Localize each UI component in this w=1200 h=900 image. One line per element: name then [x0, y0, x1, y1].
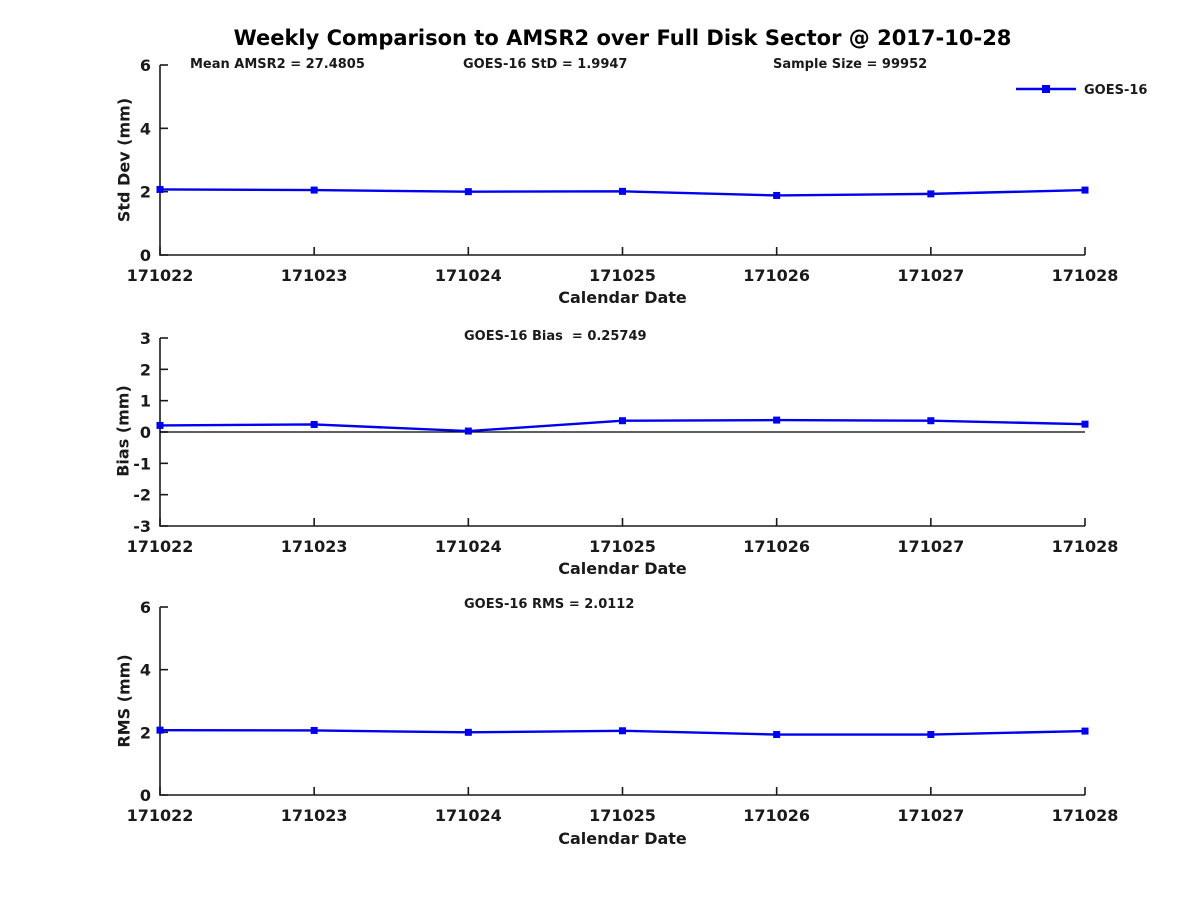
data-point-marker [927, 190, 935, 198]
x-tick-label: 171024 [435, 537, 502, 556]
bias-subplot-title: GOES-16 Bias = 0.25749 [464, 329, 647, 344]
data-point-marker [773, 191, 781, 199]
y-tick-label: -1 [133, 454, 151, 473]
figure-title: Weekly Comparison to AMSR2 over Full Dis… [233, 26, 1012, 50]
x-tick-label: 171022 [127, 537, 194, 556]
x-tick-label: 171024 [435, 806, 502, 825]
std-x-axis-label: Calendar Date [558, 288, 687, 307]
x-tick-label: 171025 [589, 266, 656, 285]
y-tick-label: 0 [140, 786, 151, 805]
y-tick-label: 0 [140, 246, 151, 265]
annotation-goes16-std: GOES-16 StD = 1.9947 [463, 57, 628, 72]
x-tick-label: 171025 [589, 806, 656, 825]
x-tick-label: 171023 [281, 806, 348, 825]
data-point-marker [464, 188, 472, 196]
x-tick-label: 171022 [127, 806, 194, 825]
data-point-marker [310, 726, 318, 734]
data-point-marker [310, 186, 318, 194]
legend-marker [1042, 85, 1050, 93]
data-point-marker [1081, 420, 1089, 428]
y-tick-label: 4 [140, 119, 151, 138]
y-tick-label: 2 [140, 723, 151, 742]
x-tick-label: 171027 [897, 266, 964, 285]
rms-axes [159, 607, 1085, 796]
data-point-marker [773, 731, 781, 739]
data-point-marker [619, 187, 626, 195]
x-tick-label: 171027 [897, 806, 964, 825]
data-point-marker [310, 420, 318, 428]
y-tick-label: 1 [140, 392, 151, 411]
x-tick-label: 171023 [281, 537, 348, 556]
x-tick-label: 171028 [1052, 806, 1119, 825]
data-point-marker [619, 417, 626, 425]
annotation-sample-size: Sample Size = 99952 [773, 57, 928, 72]
rms-subplot-title: GOES-16 RMS = 2.0112 [464, 597, 635, 612]
data-point-marker [156, 421, 164, 429]
x-tick-label: 171025 [589, 537, 656, 556]
x-tick-label: 171026 [743, 537, 810, 556]
std-axes [159, 65, 1085, 256]
data-point-marker [927, 417, 935, 425]
x-tick-label: 171028 [1052, 266, 1119, 285]
data-point-marker [156, 185, 164, 193]
data-point-marker [619, 727, 626, 735]
y-tick-label: 4 [140, 661, 151, 680]
y-tick-label: -3 [133, 517, 151, 536]
data-point-marker [156, 726, 164, 734]
x-tick-label: 171023 [281, 266, 348, 285]
data-point-marker [1081, 727, 1089, 735]
data-point-marker [1081, 186, 1089, 194]
x-tick-label: 171024 [435, 266, 502, 285]
data-point-marker [464, 427, 472, 435]
x-tick-label: 171022 [127, 266, 194, 285]
y-tick-label: 2 [140, 183, 151, 202]
rms-x-axis-label: Calendar Date [558, 829, 687, 848]
y-tick-label: 0 [140, 423, 151, 442]
x-tick-label: 171026 [743, 266, 810, 285]
x-tick-label: 171028 [1052, 537, 1119, 556]
data-point-marker [464, 728, 472, 736]
x-tick-label: 171026 [743, 806, 810, 825]
data-point-marker [773, 416, 781, 424]
y-tick-label: -2 [133, 486, 151, 505]
y-tick-label: 6 [140, 598, 151, 617]
x-tick-label: 171027 [897, 537, 964, 556]
y-tick-label: 2 [140, 360, 151, 379]
y-tick-label: 6 [140, 56, 151, 75]
data-point-marker [927, 731, 935, 739]
y-tick-label: 3 [140, 329, 151, 348]
bias-x-axis-label: Calendar Date [558, 559, 687, 578]
annotation-mean-amsr2: Mean AMSR2 = 27.4805 [190, 57, 365, 72]
legend-label: GOES-16 [1084, 83, 1147, 98]
